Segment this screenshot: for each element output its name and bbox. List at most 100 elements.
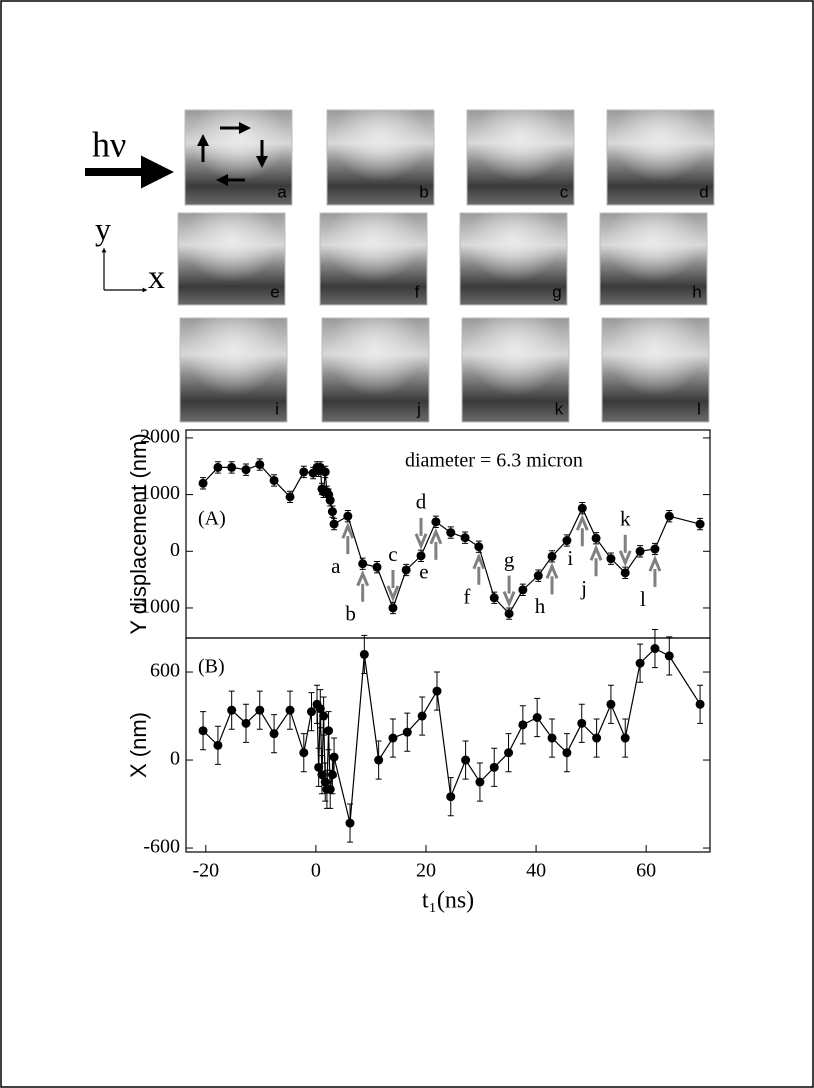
arrow-label: f (463, 585, 470, 609)
arrow-label: e (419, 560, 428, 584)
data-point (255, 705, 265, 715)
data-point (269, 475, 279, 485)
data-point (620, 568, 630, 578)
marker-arrow (414, 517, 428, 550)
marker-arrow (356, 569, 370, 602)
x-tick-label: 60 (636, 860, 656, 882)
data-point (475, 777, 485, 787)
data-point (315, 704, 325, 714)
data-point (635, 546, 645, 556)
data-point (358, 559, 368, 569)
data-point (198, 726, 208, 736)
data-point (547, 733, 557, 743)
data-point (327, 770, 337, 780)
arrow-label: h (535, 594, 546, 618)
data-point (388, 603, 398, 613)
y-tick-label: -1000 (133, 596, 180, 618)
image-highlight (602, 318, 709, 422)
data-point (285, 492, 295, 502)
panel-label: c (560, 182, 569, 201)
marker-arrow (386, 569, 400, 602)
y-tick-label: 0 (170, 748, 180, 770)
data-point (299, 748, 309, 758)
panel-label: h (692, 282, 701, 301)
data-line (202, 647, 701, 824)
data-point (577, 503, 587, 513)
arrow-label: l (640, 587, 646, 611)
data-point (227, 462, 237, 472)
data-point (431, 517, 441, 527)
y-tick-label: -600 (143, 836, 180, 858)
x-axis-label: t₁(ns) (422, 888, 474, 914)
panel-label: k (555, 399, 564, 418)
image-highlight (462, 318, 569, 422)
panel-label: f (415, 282, 420, 301)
x-tick-label: 40 (526, 860, 546, 882)
image-highlight (322, 318, 429, 422)
data-point (320, 777, 330, 787)
data-point (416, 551, 426, 561)
data-point (317, 770, 327, 780)
data-point (635, 658, 645, 668)
data-point (324, 726, 334, 736)
data-point (213, 740, 223, 750)
data-point (306, 707, 316, 717)
data-point (343, 511, 353, 521)
image-highlight (320, 213, 427, 305)
data-point (695, 519, 705, 529)
y-tick-label: 2000 (140, 426, 180, 448)
x-tick-label: 0 (311, 860, 321, 882)
data-point (504, 748, 514, 758)
marker-arrow (472, 552, 486, 585)
data-point (695, 699, 705, 709)
marker-arrow (429, 527, 443, 560)
data-point (359, 649, 369, 659)
arrow-label: a (331, 554, 341, 578)
marker-arrow (648, 555, 662, 588)
data-point (562, 748, 572, 758)
image-highlight (178, 213, 285, 305)
y-tick-label: 600 (150, 660, 180, 682)
data-point (374, 755, 384, 765)
data-point (474, 542, 484, 552)
data-point (533, 571, 543, 581)
data-point (345, 818, 355, 828)
panel-label: b (419, 182, 428, 201)
data-point (213, 462, 223, 472)
data-point (432, 686, 442, 696)
data-point (402, 727, 412, 737)
marker-arrow (618, 534, 632, 567)
data-point (388, 733, 398, 743)
image-highlight (327, 110, 434, 205)
image-highlight (600, 213, 707, 305)
data-point (299, 467, 309, 477)
arrow-label: g (504, 547, 515, 571)
panel-label: a (277, 182, 287, 201)
marker-arrow (502, 575, 516, 608)
data-point (650, 544, 660, 554)
data-point (547, 551, 557, 561)
arrow-label: b (345, 602, 356, 626)
incident-label: hν (92, 124, 126, 164)
arrow-label: d (416, 490, 427, 514)
data-point (269, 729, 279, 739)
data-point (285, 705, 295, 715)
arrow-label: i (567, 546, 573, 570)
data-point (446, 792, 456, 802)
y-tick-label: 0 (170, 539, 180, 561)
y-tick-label: 1000 (140, 482, 180, 504)
data-point (460, 533, 470, 543)
data-point (650, 644, 660, 654)
incident-arrow (85, 155, 174, 189)
marker-arrow (575, 514, 589, 547)
data-point (562, 536, 572, 546)
panel-label: g (552, 282, 561, 301)
data-point (532, 712, 542, 722)
panel-label: j (416, 399, 421, 418)
data-point (401, 565, 411, 575)
x-tick-label: -20 (192, 860, 219, 882)
data-point (198, 478, 208, 488)
axis-x-label: x (148, 259, 165, 296)
